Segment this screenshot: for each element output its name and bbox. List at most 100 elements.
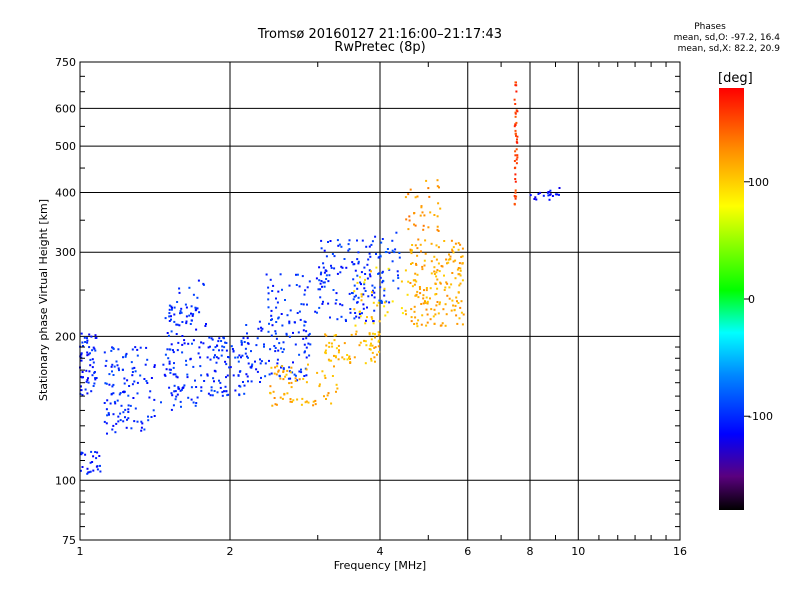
data-point	[306, 286, 309, 289]
data-point	[241, 354, 244, 357]
data-point	[432, 315, 435, 318]
data-point	[254, 360, 256, 363]
data-point	[264, 362, 267, 365]
data-point	[287, 377, 290, 380]
data-point	[410, 308, 413, 311]
data-point	[381, 270, 384, 273]
data-point	[168, 362, 171, 365]
data-point	[436, 185, 439, 188]
data-point	[456, 322, 459, 325]
data-point	[419, 288, 421, 290]
data-point	[425, 296, 428, 299]
data-point	[397, 287, 400, 290]
data-point	[190, 398, 193, 401]
data-point	[332, 289, 335, 291]
data-point	[404, 309, 407, 312]
data-point	[228, 356, 231, 359]
data-point	[282, 368, 285, 370]
data-point	[124, 355, 127, 358]
data-point	[284, 375, 287, 378]
data-point	[173, 362, 175, 365]
data-point	[420, 303, 423, 305]
data-point	[277, 290, 280, 293]
data-point	[368, 269, 371, 272]
data-point	[80, 389, 83, 392]
data-point	[131, 374, 134, 377]
data-point	[212, 377, 215, 380]
data-point	[309, 343, 312, 346]
data-point	[356, 287, 359, 290]
data-point	[339, 271, 342, 274]
data-point	[288, 320, 291, 323]
data-point	[292, 361, 294, 364]
data-point	[358, 313, 361, 315]
data-point	[270, 366, 273, 369]
data-point	[433, 266, 436, 269]
data-point	[363, 266, 366, 269]
data-point	[549, 189, 552, 192]
data-point	[140, 426, 143, 429]
data-point	[333, 255, 336, 258]
data-point	[170, 315, 172, 318]
data-point	[112, 383, 115, 386]
data-point	[288, 370, 291, 373]
data-point	[558, 187, 561, 189]
data-point	[368, 252, 371, 255]
data-point	[153, 364, 156, 367]
data-point	[343, 342, 346, 345]
data-point	[276, 362, 279, 365]
data-point	[267, 330, 270, 333]
data-point	[279, 377, 282, 380]
data-point	[195, 402, 198, 404]
data-point	[247, 356, 249, 359]
data-point	[88, 471, 91, 474]
data-point	[422, 224, 425, 227]
data-point	[514, 154, 517, 157]
data-point	[108, 373, 111, 376]
data-point	[134, 370, 137, 373]
data-point	[415, 293, 418, 296]
data-point	[127, 394, 130, 397]
data-point	[183, 339, 186, 342]
data-point	[177, 341, 180, 344]
data-point	[305, 381, 308, 384]
data-point	[439, 282, 442, 285]
data-point	[170, 318, 172, 321]
data-point	[361, 239, 364, 242]
grid-lines	[80, 62, 680, 540]
data-point	[296, 379, 299, 382]
data-point	[140, 420, 143, 423]
data-point	[443, 289, 446, 291]
data-point	[386, 311, 389, 314]
data-point	[437, 230, 440, 232]
data-point	[237, 360, 240, 363]
data-point	[388, 251, 391, 254]
data-point	[99, 464, 101, 467]
x-tick-label: 2	[227, 545, 234, 558]
data-point	[373, 356, 376, 359]
data-point	[168, 360, 171, 363]
data-point	[448, 297, 451, 300]
data-point	[425, 308, 428, 311]
data-point	[353, 295, 356, 298]
data-point	[168, 320, 171, 322]
data-point	[88, 333, 91, 336]
data-point	[422, 302, 425, 305]
data-point	[132, 397, 135, 399]
data-point	[275, 306, 278, 309]
data-point	[416, 273, 419, 276]
data-point	[303, 324, 306, 327]
data-point	[289, 309, 292, 312]
data-point	[438, 186, 440, 189]
data-point	[534, 196, 537, 199]
data-point	[419, 214, 422, 217]
data-point	[242, 381, 244, 383]
data-point	[433, 270, 436, 273]
data-point	[93, 371, 96, 374]
data-point	[330, 266, 333, 269]
data-point	[274, 330, 277, 333]
data-point	[79, 385, 82, 388]
data-point	[218, 379, 220, 382]
data-point	[457, 273, 460, 276]
